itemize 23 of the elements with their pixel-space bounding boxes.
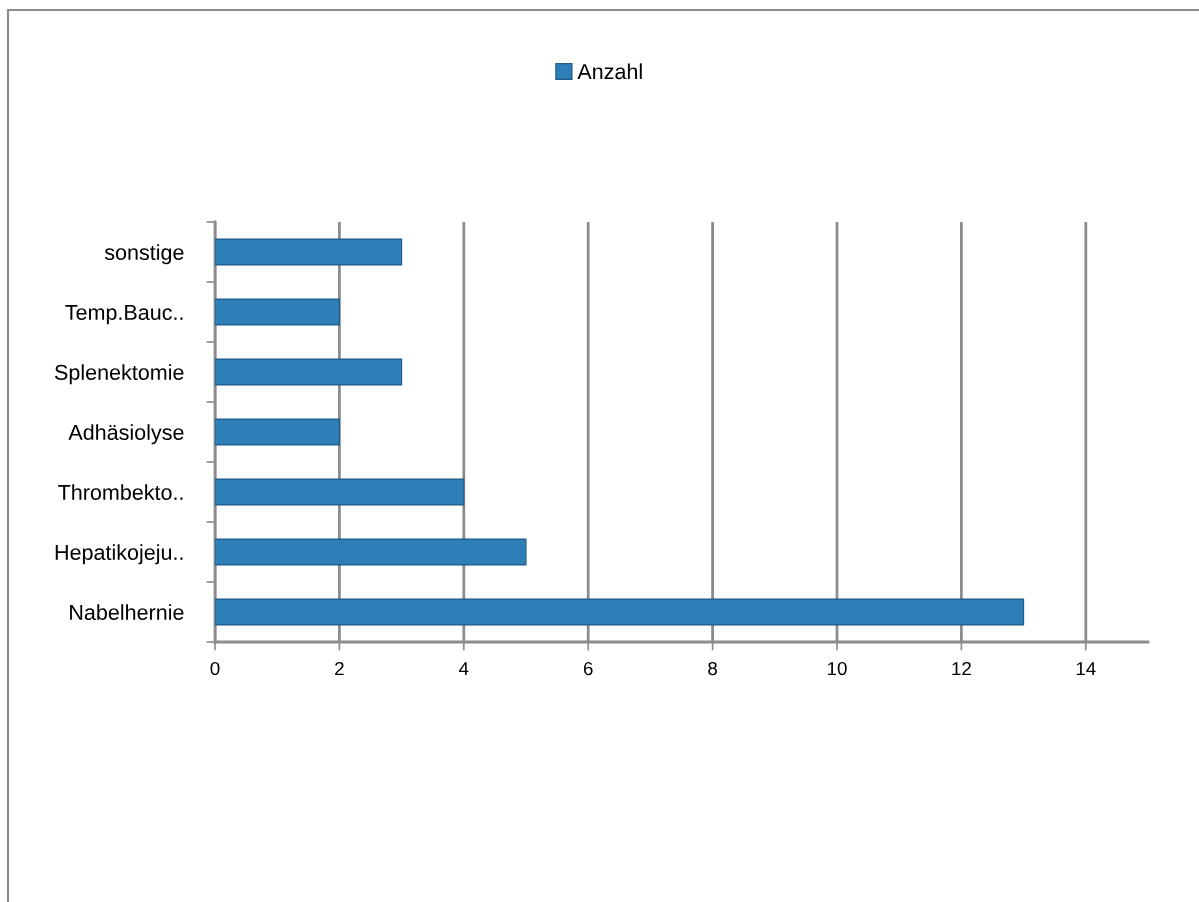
x-tick-label: 14 xyxy=(1076,662,1096,676)
y-tick-label: Nabelhernie xyxy=(70,604,184,621)
bar xyxy=(215,598,1025,626)
bar xyxy=(215,298,340,326)
y-tick-label: Thrombekto.. xyxy=(58,484,183,501)
x-tick-label: 2 xyxy=(335,661,344,676)
x-tick-label: 8 xyxy=(708,661,717,676)
y-tick-label: Splenektomie xyxy=(54,364,184,385)
bar xyxy=(215,238,403,266)
x-tick-label: 10 xyxy=(828,661,847,676)
x-tick-label: 12 xyxy=(952,661,971,676)
y-tick-label: Hepatikojeju.. xyxy=(55,544,183,565)
x-tick-label: 0 xyxy=(210,661,220,676)
x-tick-label: 4 xyxy=(459,662,469,676)
bar xyxy=(215,478,465,506)
legend-label: Anzahl xyxy=(577,63,642,80)
y-tick-label: Temp.Bauc.. xyxy=(65,304,183,325)
bar xyxy=(215,418,340,446)
bar xyxy=(215,358,403,386)
y-tick-label: sonstige xyxy=(104,244,184,265)
y-tick-label: Adhäsiolyse xyxy=(68,424,184,445)
bar xyxy=(215,538,527,566)
x-tick-label: 6 xyxy=(583,661,593,676)
